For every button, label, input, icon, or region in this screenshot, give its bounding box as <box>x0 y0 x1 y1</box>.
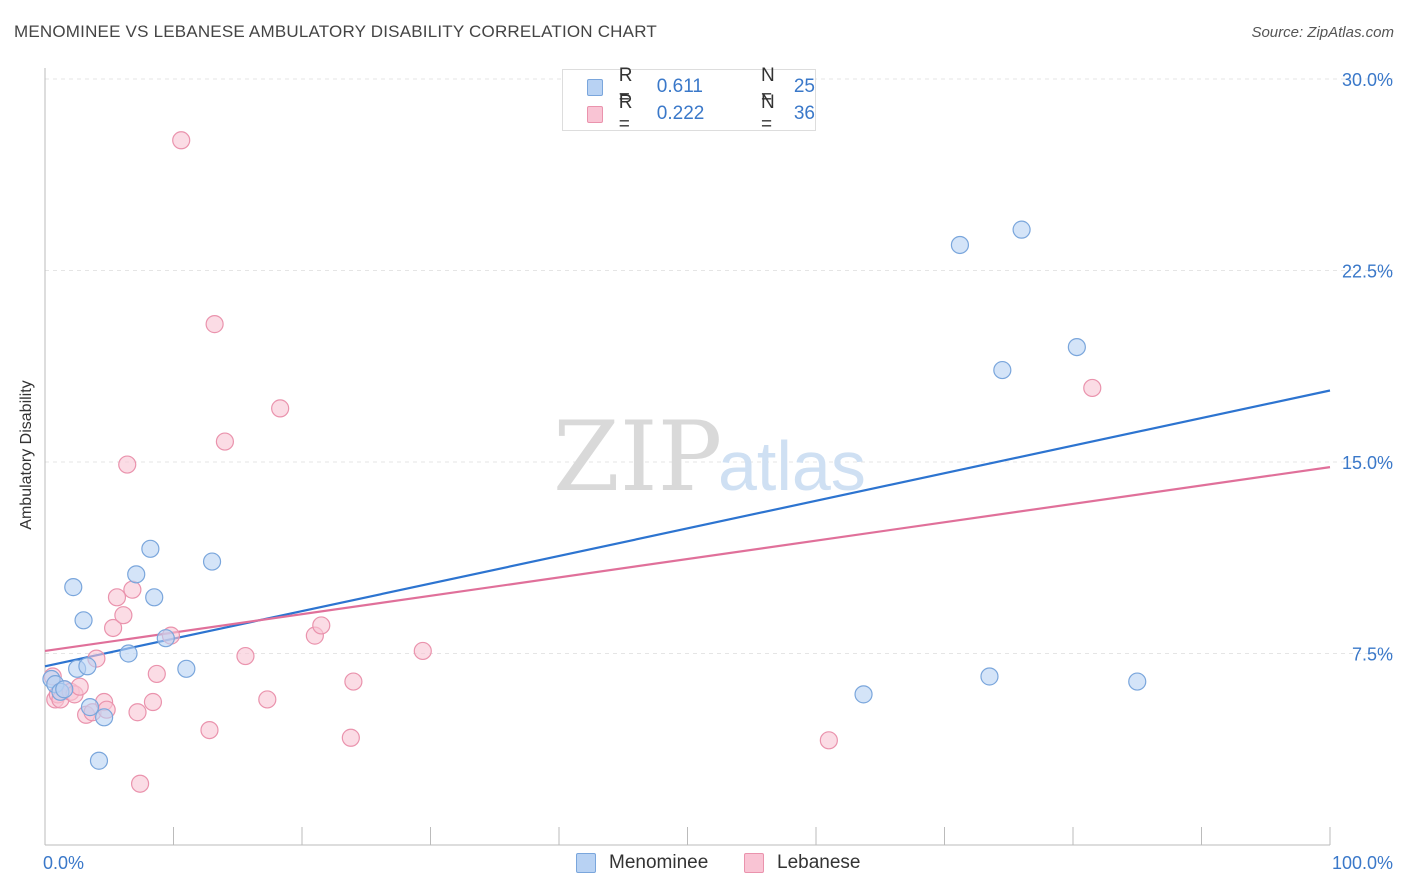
menominee-point <box>78 657 97 676</box>
menominee-point <box>950 235 970 255</box>
x-tick-label: 100.0% <box>1332 853 1393 873</box>
data-points <box>42 131 1147 793</box>
menominee-point <box>127 565 146 584</box>
legend-item-lebanese: Lebanese <box>744 852 860 874</box>
lebanese-point <box>1083 378 1102 398</box>
menominee-point <box>89 751 109 770</box>
y-tick-label: 15.0% <box>1342 453 1393 473</box>
legend-row-menominee: R = 0.611 N = 25 <box>587 65 815 108</box>
watermark-zip: ZIP <box>553 401 722 513</box>
tick-labels: 7.5% 15.0% 22.5% 30.0% 0.0% 100.0% <box>43 70 1393 873</box>
menominee-swatch <box>587 78 603 96</box>
lebanese-point <box>143 692 163 712</box>
lebanese-point <box>130 774 150 793</box>
lebanese-point <box>172 131 191 150</box>
lebanese-point <box>118 455 137 474</box>
x-tick-label: 0.0% <box>43 853 84 873</box>
y-tick-label: 22.5% <box>1342 262 1393 282</box>
menominee-point <box>119 644 138 663</box>
lebanese-point <box>104 618 123 638</box>
menominee-point <box>55 680 74 699</box>
trend-lines <box>44 389 1331 668</box>
n-value: 36 <box>793 103 815 124</box>
grid-lines <box>45 78 1395 654</box>
y-tick-label: 7.5% <box>1352 645 1393 665</box>
r-value: 0.222 <box>656 103 705 124</box>
menominee-point <box>145 588 164 607</box>
lebanese-trend-line <box>44 466 1331 653</box>
n-label: N = <box>761 65 775 108</box>
lebanese-point <box>312 616 331 635</box>
menominee-swatch <box>576 853 596 873</box>
menominee-point <box>74 611 93 630</box>
menominee-point <box>64 578 83 597</box>
watermark-atlas: atlas <box>718 427 866 505</box>
menominee-point <box>80 698 100 717</box>
menominee-point <box>202 552 222 571</box>
lebanese-point <box>147 664 166 684</box>
n-label: N = <box>761 92 775 135</box>
chart-source: Source: ZipAtlas.com <box>1251 24 1394 41</box>
menominee-point <box>1128 672 1147 691</box>
y-tick-label: 30.0% <box>1342 70 1393 90</box>
lebanese-point <box>271 399 290 418</box>
lebanese-point <box>344 672 363 691</box>
lebanese-point <box>70 677 89 696</box>
lebanese-point <box>215 432 234 451</box>
menominee-point <box>1067 338 1086 357</box>
lebanese-point <box>413 641 432 661</box>
menominee-point <box>980 667 999 686</box>
lebanese-point <box>128 703 147 722</box>
r-value: 0.611 <box>656 76 703 97</box>
n-value: 25 <box>793 76 815 97</box>
lebanese-swatch <box>744 853 764 873</box>
series-legend: Menominee Lebanese <box>0 852 1406 876</box>
r-label: R = <box>618 65 633 108</box>
menominee-point <box>141 539 160 558</box>
lebanese-swatch <box>587 105 603 123</box>
menominee-point <box>1012 220 1031 239</box>
lebanese-point <box>200 720 219 740</box>
legend-label: Menominee <box>609 852 709 873</box>
lebanese-point <box>236 646 255 666</box>
lebanese-point <box>819 731 838 750</box>
legend-row-lebanese: R = 0.222 N = 36 <box>587 92 815 135</box>
menominee-point <box>177 659 196 678</box>
menominee-point <box>95 708 114 727</box>
menominee-point <box>854 685 873 704</box>
lebanese-point <box>114 606 133 625</box>
legend-label: Lebanese <box>777 852 861 873</box>
lebanese-point <box>205 315 224 334</box>
axes <box>44 68 1331 846</box>
lebanese-point <box>123 580 142 599</box>
lebanese-point <box>107 588 127 607</box>
lebanese-point <box>341 728 360 747</box>
legend-item-menominee: Menominee <box>576 852 708 874</box>
lebanese-point <box>258 690 277 709</box>
menominee-point <box>156 629 175 648</box>
watermark: ZIP atlas <box>553 401 866 513</box>
stats-legend: R = 0.611 N = 25 R = 0.222 N = 36 <box>562 65 816 135</box>
menominee-point <box>993 360 1012 380</box>
r-label: R = <box>618 92 633 135</box>
chart-title: MENOMINEE VS LEBANESE AMBULATORY DISABIL… <box>14 22 657 41</box>
